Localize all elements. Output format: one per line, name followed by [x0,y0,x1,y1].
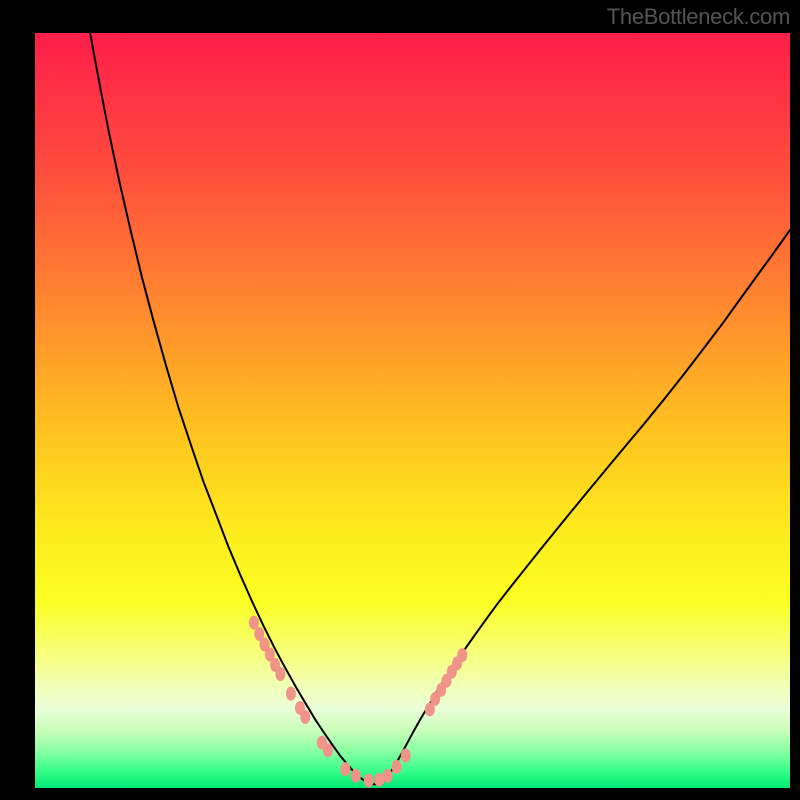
data-marker [351,769,361,783]
watermark-text: TheBottleneck.com [607,4,790,30]
data-marker [364,773,374,787]
plot-area [35,33,790,788]
data-marker [401,749,411,763]
data-marker [340,762,350,776]
data-marker [275,667,285,681]
plot-svg [35,33,790,788]
data-marker [286,687,296,701]
data-marker [383,769,393,783]
gradient-background [35,33,790,788]
chart-container: TheBottleneck.com [0,0,800,800]
data-marker [323,743,333,757]
data-marker [457,648,467,662]
data-marker [392,760,402,774]
data-marker [300,710,310,724]
